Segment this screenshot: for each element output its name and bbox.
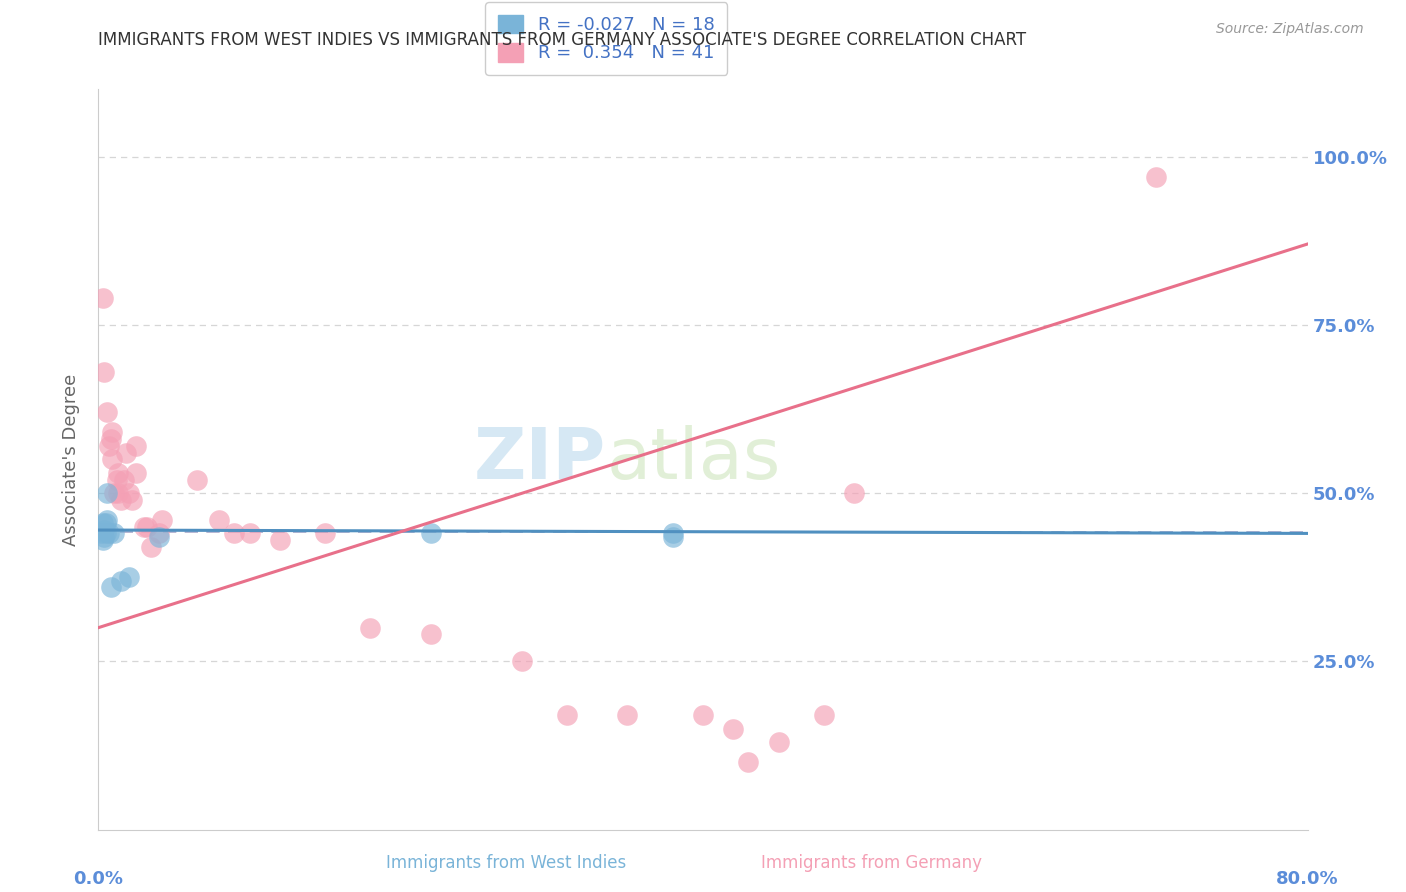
Point — [132, 519, 155, 533]
Point — [94, 526, 117, 541]
Point — [112, 473, 135, 487]
Point — [148, 526, 170, 541]
Point — [114, 445, 136, 459]
Point — [91, 291, 114, 305]
Point — [150, 513, 173, 527]
Point — [813, 708, 835, 723]
Point — [91, 533, 114, 548]
Point — [555, 708, 578, 723]
Point — [616, 708, 638, 723]
Point — [94, 516, 117, 531]
Point — [103, 526, 125, 541]
Point — [723, 722, 745, 736]
Point — [101, 452, 124, 467]
Point — [118, 486, 141, 500]
Point — [93, 523, 115, 537]
Point — [90, 526, 112, 541]
Text: Immigrants from Germany: Immigrants from Germany — [761, 855, 983, 872]
Point — [98, 526, 121, 541]
Point — [100, 580, 122, 594]
Point — [118, 570, 141, 584]
Legend: R = -0.027   N = 18, R =  0.354   N = 41: R = -0.027 N = 18, R = 0.354 N = 41 — [485, 2, 727, 75]
Point — [107, 466, 129, 480]
Point — [148, 530, 170, 544]
Point — [103, 486, 125, 500]
Text: IMMIGRANTS FROM WEST INDIES VS IMMIGRANTS FROM GERMANY ASSOCIATE'S DEGREE CORREL: IMMIGRANTS FROM WEST INDIES VS IMMIGRANT… — [98, 31, 1026, 49]
Point — [110, 492, 132, 507]
Point — [101, 425, 124, 440]
Point — [91, 516, 114, 531]
Point — [224, 526, 246, 541]
Point — [208, 513, 231, 527]
Text: atlas: atlas — [606, 425, 780, 494]
Text: ZIP: ZIP — [474, 425, 606, 494]
Point — [239, 526, 262, 541]
Point — [269, 533, 291, 548]
Point — [121, 492, 143, 507]
Point — [93, 365, 115, 379]
Point — [125, 439, 148, 453]
Point — [125, 466, 148, 480]
Point — [844, 486, 866, 500]
Text: Source: ZipAtlas.com: Source: ZipAtlas.com — [1216, 22, 1364, 37]
Point — [1144, 169, 1167, 184]
Point — [314, 526, 336, 541]
Point — [510, 654, 533, 668]
Point — [768, 735, 790, 749]
Point — [107, 486, 129, 500]
Point — [110, 574, 132, 588]
Point — [420, 526, 443, 541]
Y-axis label: Associate's Degree: Associate's Degree — [62, 373, 80, 546]
Point — [360, 621, 382, 635]
Point — [420, 627, 443, 641]
Point — [96, 405, 118, 419]
Point — [692, 708, 714, 723]
Point — [96, 513, 118, 527]
Text: 0.0%: 0.0% — [73, 871, 124, 888]
Point — [661, 526, 683, 541]
Point — [98, 439, 121, 453]
Point — [737, 756, 759, 770]
Point — [141, 540, 163, 554]
Text: Immigrants from West Indies: Immigrants from West Indies — [387, 855, 626, 872]
Point — [93, 530, 115, 544]
Point — [100, 432, 122, 446]
Point — [105, 473, 128, 487]
Point — [661, 530, 683, 544]
Point — [135, 519, 157, 533]
Text: 80.0%: 80.0% — [1277, 871, 1339, 888]
Point — [96, 486, 118, 500]
Point — [186, 473, 208, 487]
